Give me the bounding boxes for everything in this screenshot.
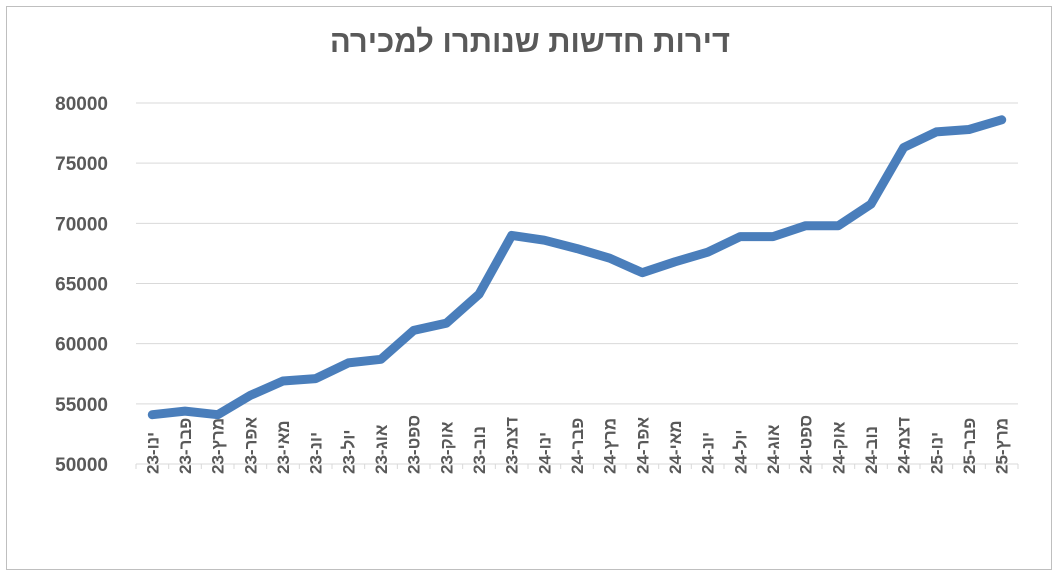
data-point (576, 248, 578, 250)
data-point (217, 414, 219, 416)
data-point (282, 380, 284, 382)
data-point (805, 225, 807, 227)
x-tick-label: מרץ-25 (993, 418, 1012, 474)
x-tick-label: ספט-23 (405, 415, 424, 474)
y-tick-label: 80000 (55, 94, 108, 115)
x-tick-label: ינו-25 (927, 432, 946, 474)
chart-frame (6, 6, 1052, 570)
y-tick-label: 60000 (55, 335, 108, 356)
data-point (1001, 119, 1003, 121)
data-point (511, 234, 513, 236)
data-point (870, 203, 872, 205)
data-point (935, 131, 937, 133)
y-tick-label: 65000 (55, 275, 108, 296)
x-tick-label: דצמ-24 (895, 417, 914, 474)
x-tick-label: ינו-24 (535, 432, 554, 474)
x-tick-label: מאי-23 (274, 420, 293, 474)
data-point (478, 293, 480, 295)
x-tick-label: פבר-25 (960, 418, 979, 474)
x-tick-label: נוב-24 (862, 426, 881, 474)
series-line (147, 115, 1007, 420)
data-point (543, 239, 545, 241)
x-tick-label: אפר-23 (241, 417, 260, 474)
data-point (772, 236, 774, 238)
x-tick-label: אפר-24 (633, 417, 652, 474)
y-tick-label: 75000 (55, 154, 108, 175)
x-tick-label: מאי-24 (666, 420, 685, 474)
data-point (739, 236, 741, 238)
x-tick-label: מרץ-24 (601, 418, 620, 474)
data-point (903, 147, 905, 149)
data-point (249, 394, 251, 396)
x-tick-label: יול-24 (731, 429, 750, 474)
x-tick-label: מרץ-23 (209, 418, 228, 474)
x-tick-label: ספט-24 (797, 415, 816, 474)
data-point (347, 362, 349, 364)
y-tick-label: 55000 (55, 395, 108, 416)
x-tick-label: יונ-23 (307, 432, 326, 474)
data-point (445, 322, 447, 324)
x-tick-label: נוב-23 (470, 426, 489, 474)
data-point (609, 257, 611, 259)
y-tick-label: 70000 (55, 214, 108, 235)
data-point (151, 414, 153, 416)
x-tick-label: פבר-24 (568, 418, 587, 474)
data-point (641, 272, 643, 274)
data-point (413, 329, 415, 331)
x-tick-label: אוג-23 (372, 424, 391, 474)
y-tick-label: 50000 (55, 455, 108, 476)
chart-title: דירות חדשות שנותרו למכירה (329, 24, 731, 59)
data-point (380, 358, 382, 360)
x-tick-label: יול-23 (339, 429, 358, 474)
data-point (707, 251, 709, 253)
data-point (968, 128, 970, 130)
x-tick-label: אוק-23 (437, 421, 456, 474)
data-point (837, 225, 839, 227)
x-tick-label: אוג-24 (764, 424, 783, 474)
data-point (184, 410, 186, 412)
x-tick-label: ינו-23 (143, 432, 162, 474)
x-tick-label: אוק-24 (829, 421, 848, 474)
x-tick-label: פבר-23 (176, 418, 195, 474)
data-point (674, 261, 676, 263)
x-tick-label: יונ-24 (699, 432, 718, 474)
data-point (315, 378, 317, 380)
x-tick-label: דצמ-23 (503, 417, 522, 474)
